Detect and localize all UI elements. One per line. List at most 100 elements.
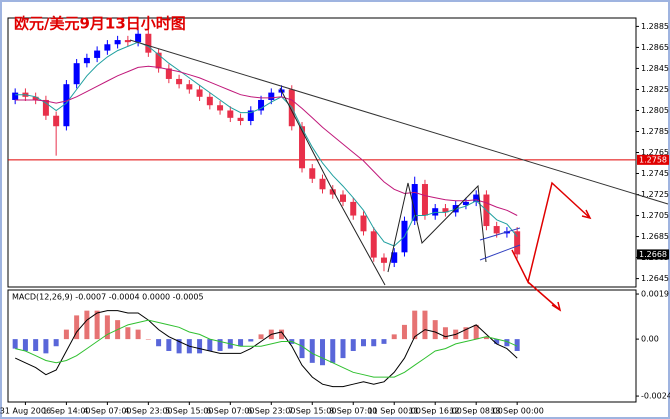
candle-body [411, 184, 418, 221]
price-label: 1.2668 [639, 250, 667, 259]
histogram-bar [299, 339, 305, 359]
histogram-bar [483, 336, 489, 340]
y-tick-label: 1.2725 [641, 190, 669, 199]
histogram-bar [74, 315, 80, 340]
forecast-arrow [527, 281, 561, 311]
histogram-bar [94, 310, 100, 340]
indicator-line [15, 319, 518, 378]
candle-body [217, 105, 224, 111]
histogram-bar [84, 310, 90, 340]
channel-line [479, 227, 521, 241]
candle-body [319, 178, 326, 190]
histogram-bar [473, 324, 479, 340]
trend-line [129, 39, 669, 205]
histogram-bar [279, 329, 285, 340]
candle-body [350, 201, 357, 216]
y-tick-label: -0.0024 [641, 392, 670, 401]
y-tick-label: 1.2865 [641, 43, 669, 52]
y-tick-label: 1.2785 [641, 127, 669, 136]
candle-body [63, 84, 70, 127]
histogram-bar [12, 339, 18, 349]
histogram-bar [176, 339, 182, 354]
histogram-bar [63, 329, 69, 340]
x-tick-label: 1 Sep 14:00 [42, 407, 90, 416]
histogram-bar [125, 327, 131, 340]
histogram-bar [432, 320, 438, 340]
histogram-bar [401, 324, 407, 340]
candle-body [114, 40, 121, 45]
histogram-bar [422, 310, 428, 340]
arrow-head [551, 301, 562, 312]
candle-body [227, 110, 234, 118]
x-tick-label: 4 Sep 23:00 [124, 407, 172, 416]
candle-body [432, 208, 439, 216]
candle-body [145, 33, 152, 53]
histogram-bar [22, 339, 28, 351]
x-tick-label: 8 Sep 07:00 [329, 407, 377, 416]
histogram-bar [258, 334, 264, 340]
histogram-bar [248, 339, 254, 342]
candle-body [135, 33, 142, 43]
candle-body [32, 96, 39, 100]
histogram-bar [33, 339, 39, 351]
histogram-bar [166, 339, 172, 351]
histogram-bar [320, 339, 326, 366]
trend-line [279, 87, 386, 286]
macd-label: MACD(12,26,9) -0.0007 -0.0004 0.0000 -0.… [12, 293, 204, 302]
candle-body [299, 126, 306, 169]
histogram-bar [156, 339, 162, 347]
y-tick-label: 1.2685 [641, 232, 669, 241]
candle-body [309, 168, 316, 179]
candle-body [329, 189, 336, 195]
candle-body [391, 252, 398, 263]
histogram-bar [340, 339, 346, 359]
candle-body [196, 89, 203, 97]
histogram-bar [104, 315, 110, 340]
histogram-bar [514, 339, 520, 351]
candle-body [514, 231, 521, 255]
candle-body [12, 92, 19, 100]
candle-body [340, 194, 347, 202]
y-tick-label: 1.2825 [641, 85, 669, 94]
candle-body [268, 92, 275, 100]
indicator-line [15, 41, 518, 247]
histogram-bar [238, 339, 244, 347]
indicator-line [14, 310, 518, 388]
candle-body [206, 96, 213, 106]
candle-body [247, 110, 254, 121]
level-badge [637, 154, 669, 165]
histogram-bar [145, 339, 151, 340]
y-tick-label: 1.2765 [641, 148, 669, 157]
x-tick-label: 11 Sep 16:00 [409, 407, 462, 416]
candle-body [165, 68, 172, 79]
histogram-bar [350, 339, 356, 351]
candle-body [258, 99, 265, 111]
candle-body [462, 201, 469, 206]
y-tick-label: 1.2745 [641, 169, 669, 178]
x-tick-label: 6 Sep 23:00 [247, 407, 295, 416]
y-tick-label: 1.2845 [641, 64, 669, 73]
histogram-bar [442, 327, 448, 340]
candle-body [360, 215, 367, 232]
candle-body [176, 78, 183, 85]
y-tick-label: 1.2805 [641, 106, 669, 115]
indicator-line [15, 65, 518, 216]
y-tick-label: 1.2705 [641, 211, 669, 220]
x-tick-label: 7 Sep 15:00 [288, 407, 336, 416]
plot: 1.2885 1.2865 1.2845 1.2825 1.2805 1.2785 1.27… [0, 22, 670, 416]
histogram-bar [53, 339, 59, 347]
x-tick-label: 31 Aug 2006 [0, 407, 51, 416]
macd-panel [7, 289, 637, 403]
histogram-bar [412, 310, 418, 340]
candle-body [42, 99, 49, 116]
y-tick-label: 1.2885 [641, 22, 669, 31]
level-label: 1.2758 [639, 155, 667, 164]
histogram-bar [309, 339, 315, 363]
candle-body [83, 57, 90, 64]
histogram-bar [207, 339, 213, 351]
price-badge [637, 249, 669, 260]
histogram-bar [381, 339, 387, 344]
candle-body [124, 40, 131, 43]
candle-body [421, 184, 428, 216]
